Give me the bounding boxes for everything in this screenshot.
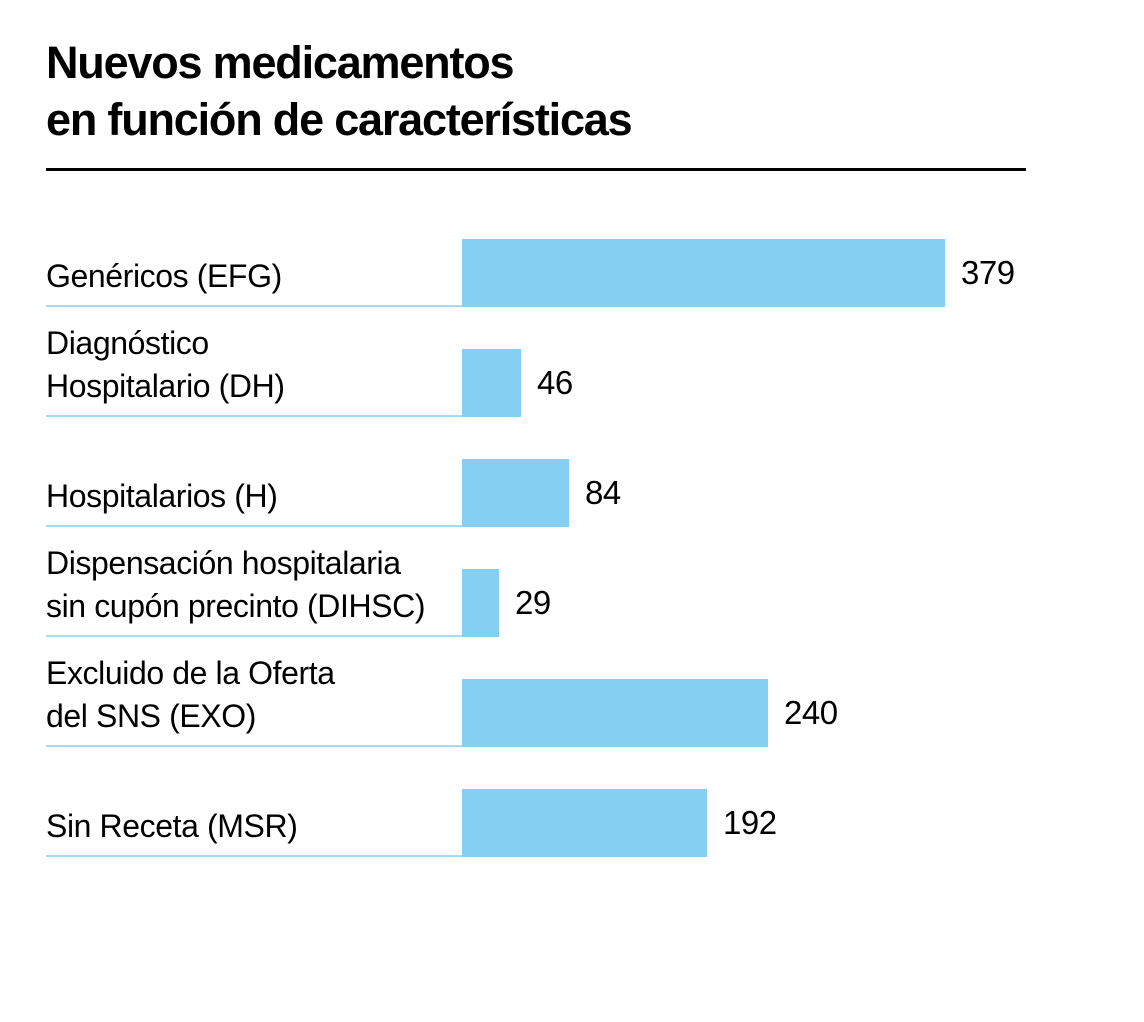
- value-label: 46: [537, 364, 573, 401]
- label-underline: [46, 635, 462, 637]
- bar-chart: Genéricos (EFG) 379 Diagnóstico Hospitalari…: [46, 239, 1144, 899]
- chart-row: Sin Receta (MSR) 192: [46, 789, 1144, 857]
- chart-row: Hospitalarios (H) 84: [46, 459, 1144, 527]
- value-bar: [462, 459, 569, 527]
- category-label: Dispensación hospitalaria sin cupón preci…: [46, 542, 456, 628]
- label-underline: [46, 855, 462, 857]
- value-label: 240: [784, 694, 838, 731]
- category-label-line: Dispensación hospitalaria: [46, 545, 401, 581]
- chart-row: Excluido de la Oferta del SNS (EXO) 240: [46, 655, 1144, 747]
- category-label-line: sin cupón precinto (DIHSC): [46, 588, 426, 624]
- category-label-line: Diagnóstico: [46, 325, 209, 361]
- value-label: 84: [585, 474, 621, 511]
- value-bar: [462, 679, 768, 747]
- category-label-line: Excluido de la Oferta: [46, 655, 335, 691]
- category-label: Sin Receta (MSR): [46, 805, 456, 848]
- chart-row: Diagnóstico Hospitalario (DH) 46: [46, 325, 1144, 417]
- chart-row: Genéricos (EFG) 379: [46, 239, 1144, 307]
- category-label: Excluido de la Oferta del SNS (EXO): [46, 652, 456, 738]
- category-label: Diagnóstico Hospitalario (DH): [46, 322, 456, 408]
- category-label: Genéricos (EFG): [46, 255, 456, 298]
- label-underline: [46, 745, 462, 747]
- title-divider-rule: [46, 168, 1026, 171]
- category-label-line: Sin Receta (MSR): [46, 808, 298, 844]
- value-label: 379: [961, 254, 1015, 291]
- category-label-line: del SNS (EXO): [46, 698, 256, 734]
- label-underline: [46, 525, 462, 527]
- value-bar: [462, 349, 521, 417]
- chart-row: Dispensación hospitalaria sin cupón preci…: [46, 545, 1144, 637]
- value-bar: [462, 569, 499, 637]
- label-underline: [46, 305, 462, 307]
- category-label-line: Hospitalarios (H): [46, 478, 278, 514]
- chart-title: Nuevos medicamentos en función de caract…: [46, 34, 633, 148]
- category-label: Hospitalarios (H): [46, 475, 456, 518]
- chart-title-line-2: en función de características: [46, 94, 633, 145]
- label-underline: [46, 415, 462, 417]
- chart-title-line-1: Nuevos medicamentos: [46, 37, 515, 88]
- category-label-line: Hospitalario (DH): [46, 368, 285, 404]
- value-label: 192: [723, 804, 777, 841]
- value-bar: [462, 789, 707, 857]
- value-bar: [462, 239, 945, 307]
- category-label-line: Genéricos (EFG): [46, 258, 282, 294]
- value-label: 29: [515, 584, 551, 621]
